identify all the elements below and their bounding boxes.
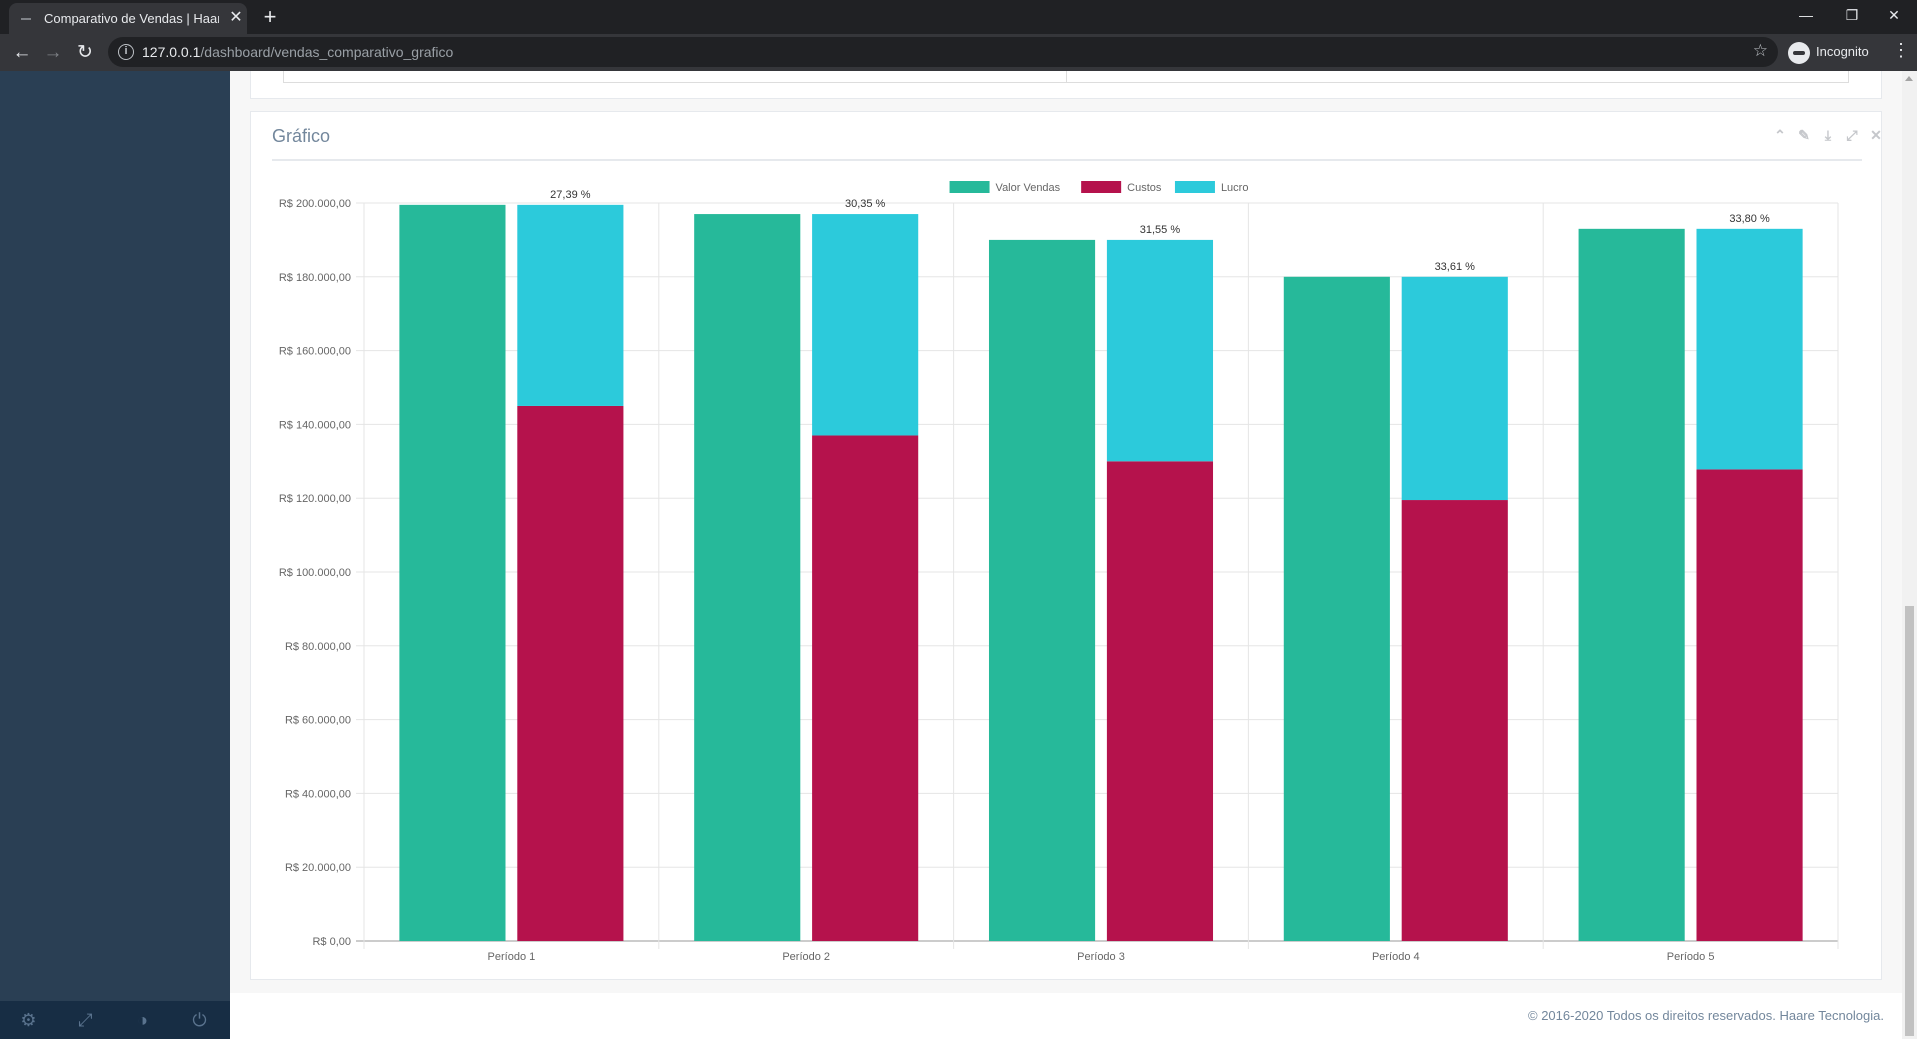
- comparison-bar-chart: R$ 0,00 R$ 20.000,00 R$ 40.000,00 R$ 60.000…: [279, 181, 1839, 963]
- x-tick-label: Período 4: [1372, 951, 1420, 963]
- browser-tab[interactable]: Comparativo de Vendas | Haare Tecnologia…: [9, 3, 247, 34]
- x-tick-label: Período 3: [1077, 951, 1125, 963]
- incognito-indicator[interactable]: Incognito: [1788, 39, 1869, 65]
- wrench-icon[interactable]: ✎: [1798, 127, 1810, 143]
- y-tick-label: R$ 120.000,00: [279, 493, 351, 505]
- collapse-icon[interactable]: ⌃: [1774, 127, 1786, 143]
- y-tick-label: R$ 100.000,00: [279, 567, 351, 579]
- bar-lucro: [812, 214, 919, 436]
- expand-icon[interactable]: ⤢: [1846, 127, 1858, 143]
- tab-close-icon[interactable]: ✕: [229, 9, 243, 26]
- url-path: /dashboard/vendas_comparativo_grafico: [200, 44, 454, 60]
- back-icon[interactable]: ←: [12, 42, 32, 63]
- y-tick-label: R$ 200.000,00: [279, 198, 351, 210]
- data-label: 27,39 %: [550, 189, 591, 201]
- bar-valor-vendas: [988, 239, 1096, 941]
- previous-panel: [250, 71, 1882, 99]
- y-tick-label: R$ 0,00: [312, 936, 351, 948]
- chart-panel: Gráfico ⌃ ✎ ⤓ ⤢ ✕ R$ 0,00 R$ 20.000,00 R$ …: [250, 111, 1882, 980]
- panel-divider: [272, 159, 1862, 161]
- y-tick-label: R$ 40.000,00: [285, 788, 351, 800]
- reload-icon[interactable]: ↻: [77, 42, 93, 63]
- bar-valor-vendas: [1283, 276, 1390, 941]
- download-icon[interactable]: ⤓: [1824, 127, 1832, 143]
- bar-lucro: [1696, 228, 1803, 470]
- incognito-icon: [1788, 41, 1810, 64]
- site-info-icon[interactable]: i: [118, 44, 134, 60]
- legend-label: Lucro: [1221, 182, 1249, 194]
- bar-lucro: [1401, 276, 1508, 501]
- legend-label: Custos: [1127, 182, 1162, 194]
- data-label: 33,80 %: [1729, 213, 1770, 225]
- legend-label: Valor Vendas: [996, 182, 1061, 194]
- footer: © 2016-2020 Todos os direitos reservados…: [230, 993, 1902, 1039]
- tab-favicon-icon: [21, 18, 31, 20]
- window-close-icon[interactable]: ✕: [1888, 7, 1900, 23]
- y-tick-label: R$ 140.000,00: [279, 419, 351, 431]
- url-text: 127.0.0.1/dashboard/vendas_comparativo_g…: [142, 44, 453, 60]
- y-tick-label: R$ 80.000,00: [285, 641, 351, 653]
- panel-close-icon[interactable]: ✕: [1870, 127, 1882, 143]
- bar-custos: [812, 435, 919, 941]
- bar-valor-vendas: [1578, 228, 1685, 941]
- minimize-icon[interactable]: —: [1799, 7, 1813, 23]
- x-tick-label: Período 1: [488, 951, 536, 963]
- lock-eye-icon[interactable]: ◑: [137, 1010, 148, 1030]
- bar-lucro: [517, 204, 624, 406]
- url-host: 127.0.0.1: [142, 44, 201, 60]
- bar-custos: [1696, 469, 1803, 941]
- data-label: 33,61 %: [1435, 261, 1476, 273]
- restore-icon[interactable]: ❐: [1845, 7, 1859, 23]
- bar-lucro: [1106, 239, 1214, 462]
- main-content: Gráfico ⌃ ✎ ⤓ ⤢ ✕ R$ 0,00 R$ 20.000,00 R$ …: [230, 71, 1902, 1039]
- legend-swatch: [1081, 181, 1122, 193]
- y-tick-label: R$ 180.000,00: [279, 272, 351, 284]
- sidebar: ⚙ ⤢ ◑ ⏻: [0, 71, 230, 1039]
- browser-menu-icon[interactable]: ⋮: [1892, 40, 1910, 60]
- forward-icon[interactable]: →: [43, 42, 63, 63]
- browser-titlebar: Comparativo de Vendas | Haare Tecnologia…: [0, 0, 1917, 34]
- incognito-label: Incognito: [1816, 44, 1869, 59]
- panel-title: Gráfico: [272, 126, 331, 146]
- footer-copyright: © 2016-2020 Todos os direitos reservados…: [1528, 1008, 1884, 1023]
- data-label: 31,55 %: [1140, 224, 1181, 236]
- sidebar-footer: ⚙ ⤢ ◑ ⏻: [0, 1001, 230, 1039]
- tab-title: Comparativo de Vendas | Haare Tecnologia: [44, 11, 219, 26]
- fullscreen-icon[interactable]: ⤢: [78, 1010, 93, 1030]
- browser-toolbar: ← → ↻ i 127.0.0.1/dashboard/vendas_compa…: [0, 34, 1917, 71]
- new-tab-icon[interactable]: +: [263, 4, 277, 29]
- legend-swatch: [1174, 181, 1215, 193]
- y-tick-label: R$ 20.000,00: [285, 862, 351, 874]
- bar-custos: [517, 405, 624, 941]
- bookmark-star-icon[interactable]: ☆: [1752, 41, 1768, 60]
- bar-valor-vendas: [694, 214, 801, 941]
- bar-valor-vendas: [399, 204, 506, 942]
- y-tick-label: R$ 160.000,00: [279, 346, 351, 358]
- bar-custos: [1401, 500, 1508, 941]
- logout-power-icon[interactable]: ⏻: [192, 1010, 207, 1030]
- x-tick-label: Período 2: [782, 951, 830, 963]
- bar-custos: [1106, 461, 1214, 941]
- previous-table-divider: [1066, 71, 1067, 83]
- data-label: 30,35 %: [845, 198, 886, 210]
- settings-icon[interactable]: ⚙: [20, 1010, 37, 1030]
- legend-swatch: [949, 181, 990, 193]
- page-scrollbar[interactable]: [1902, 71, 1917, 1039]
- y-tick-label: R$ 60.000,00: [285, 715, 351, 727]
- scrollbar-thumb[interactable]: [1905, 606, 1914, 1036]
- address-bar[interactable]: i 127.0.0.1/dashboard/vendas_comparativo…: [108, 37, 1778, 67]
- scroll-up-icon[interactable]: [1905, 76, 1913, 81]
- x-tick-label: Período 5: [1667, 951, 1715, 963]
